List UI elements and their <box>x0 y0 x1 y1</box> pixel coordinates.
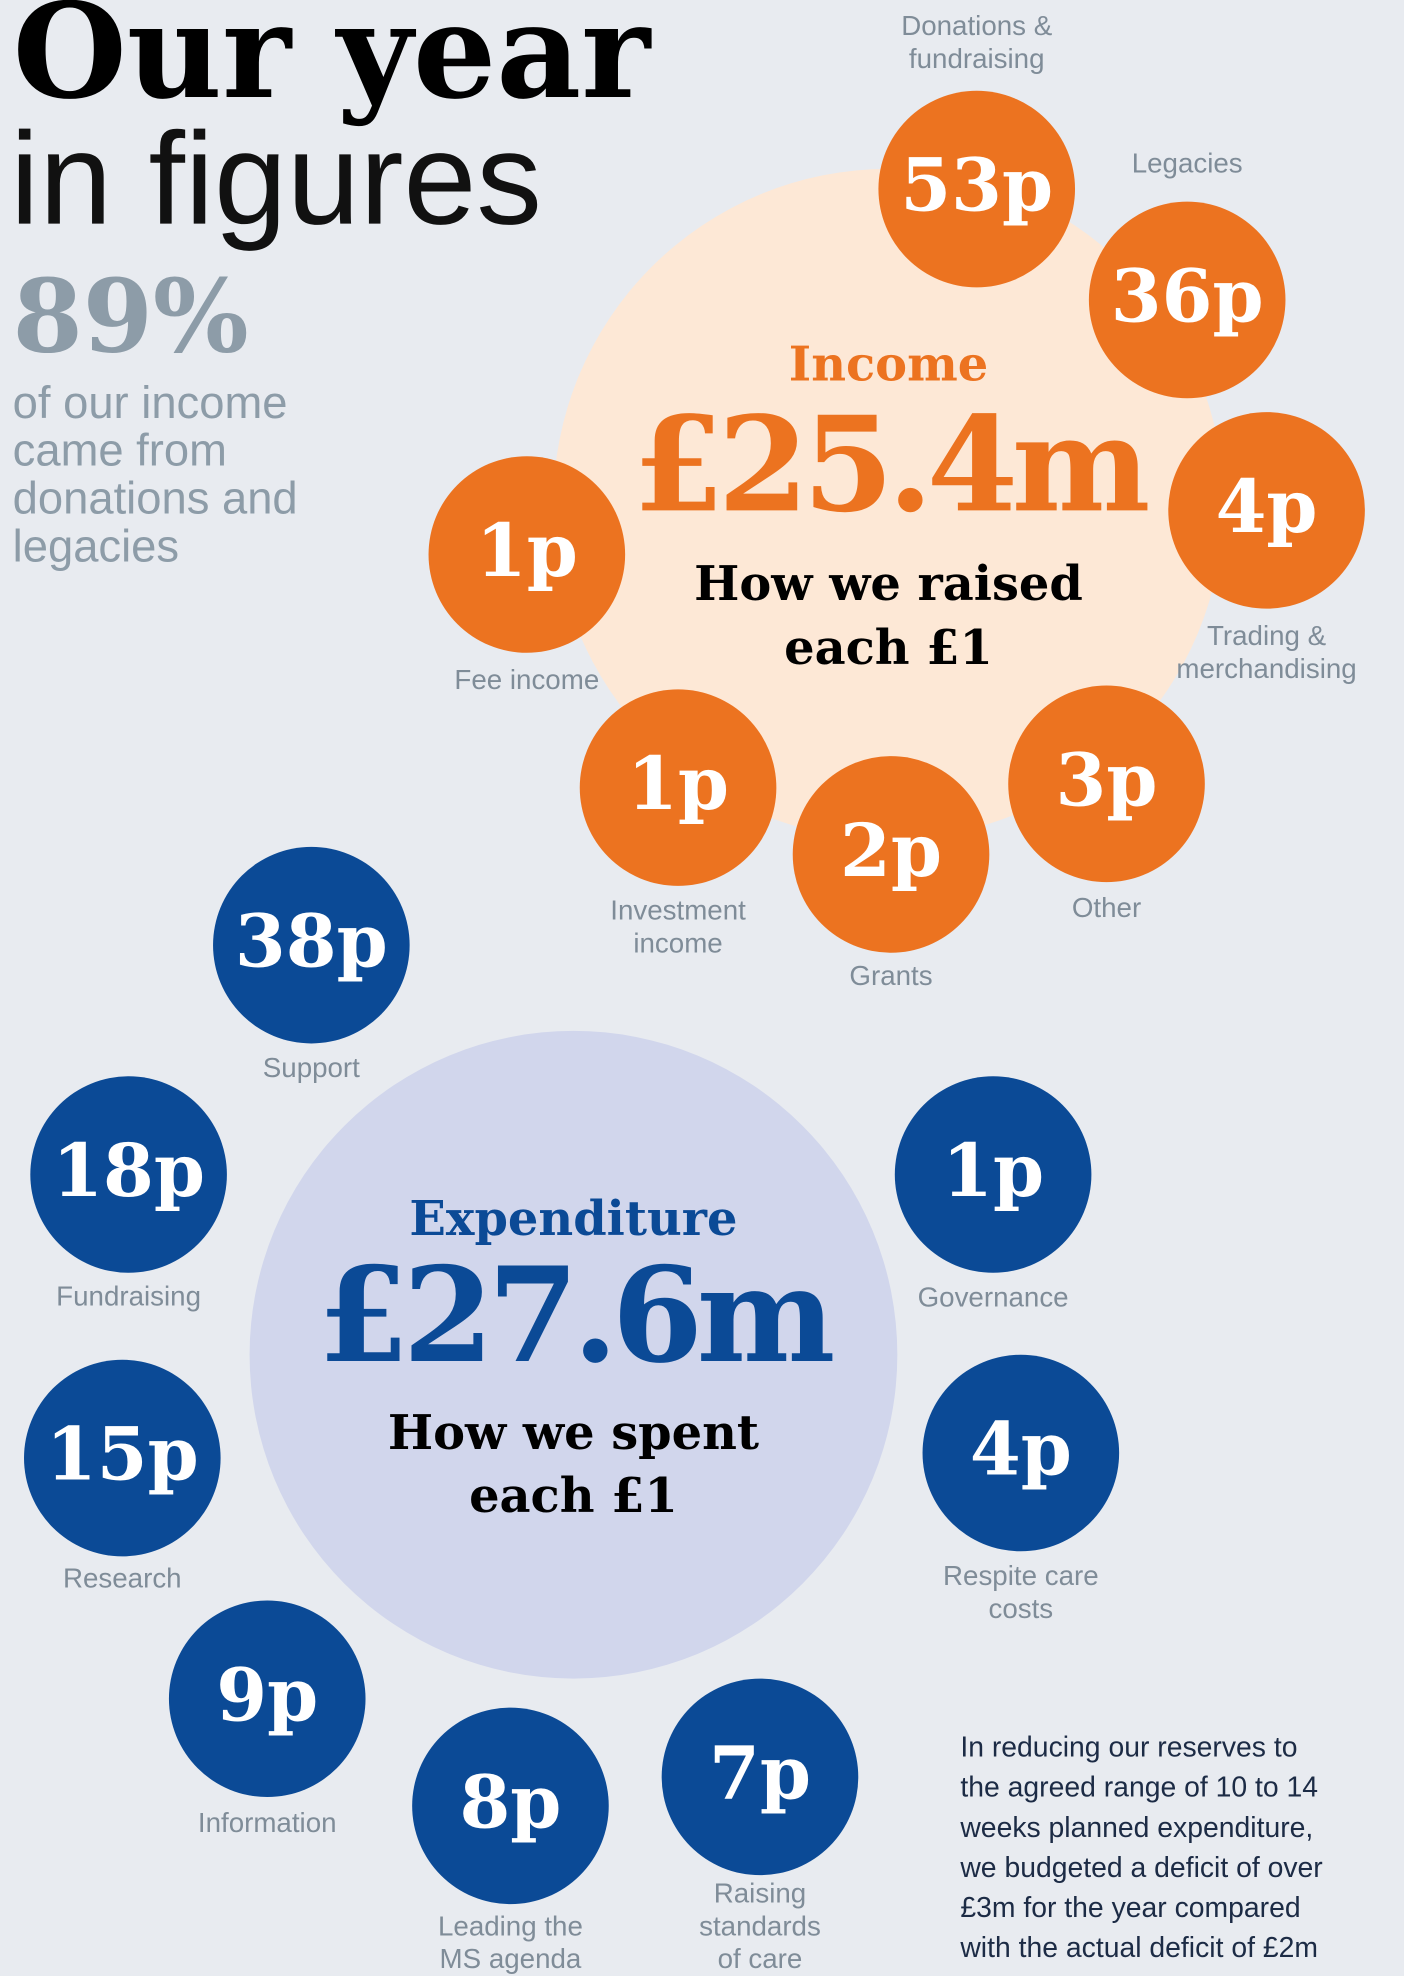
bubble-value: 18p <box>52 1128 205 1214</box>
bubble-label: Raising <box>714 1878 806 1909</box>
note-text: the agreed range of 10 to 14 <box>960 1772 1318 1804</box>
income-caption: each £1 <box>784 620 993 676</box>
subtitle: in figures <box>10 105 542 252</box>
value-bubble <box>1008 685 1205 883</box>
title: Our year <box>13 0 653 128</box>
income-caption: How we raised <box>694 556 1083 612</box>
bubble-value: 2p <box>840 808 942 894</box>
bubble-value: 1p <box>942 1128 1044 1214</box>
value-bubble <box>894 1076 1092 1273</box>
expenditure-circle <box>249 1030 898 1679</box>
bubble-label: Research <box>63 1563 182 1594</box>
bubble-label: Information <box>198 1807 337 1838</box>
bubble-label: Governance <box>918 1282 1069 1313</box>
bubble-label: Legacies <box>1132 147 1243 178</box>
value-bubble <box>878 90 1076 288</box>
bubble-label: costs <box>988 1593 1053 1624</box>
value-bubble <box>922 1354 1120 1552</box>
value-bubble <box>428 456 626 653</box>
bubble-value: 53p <box>900 143 1053 229</box>
bubble-label: Support <box>263 1052 360 1083</box>
income-total: £25.4m <box>633 387 1148 541</box>
bubble-value: 15p <box>46 1412 199 1498</box>
value-bubble <box>168 1600 366 1798</box>
income-circle <box>553 168 1224 840</box>
bubble-value: 38p <box>235 899 388 985</box>
bubble-label: Grants <box>849 960 932 991</box>
value-bubble <box>24 1359 221 1557</box>
bubble-value: 4p <box>1216 464 1318 550</box>
bubble-label: fundraising <box>909 43 1045 74</box>
bubble-label: merchandising <box>1176 653 1356 684</box>
bubble-value: 8p <box>459 1759 561 1845</box>
bubble-value: 36p <box>1111 253 1264 339</box>
bubble-label: standards <box>699 1910 821 1941</box>
income-label: Income <box>789 336 988 392</box>
expenditure-label: Expenditure <box>409 1191 737 1247</box>
value-bubble <box>1168 412 1365 609</box>
value-bubble <box>1088 201 1286 399</box>
bubble-label: Fee income <box>454 664 599 695</box>
bubble-value: 1p <box>627 741 729 827</box>
note-text: with the actual deficit of £2m <box>959 1932 1318 1964</box>
highlight-text: donations and <box>13 473 298 524</box>
bubble-label: Other <box>1072 892 1141 923</box>
bubble-label: Fundraising <box>56 1280 201 1311</box>
bubble-label: Donations & <box>901 10 1053 41</box>
highlight-text: came from <box>13 425 227 476</box>
value-bubble <box>30 1076 227 1273</box>
bubble-label: Respite care <box>943 1560 1099 1591</box>
bubble-value: 4p <box>970 1407 1072 1493</box>
highlight-value: 89% <box>13 257 249 376</box>
note-text: we budgeted a deficit of over <box>959 1852 1322 1884</box>
highlight-text: of our income <box>13 377 288 428</box>
bubble-label: Investment <box>610 895 746 926</box>
value-bubble <box>412 1707 609 1905</box>
expenditure-caption: each £1 <box>469 1468 678 1524</box>
bubble-label: Leading the <box>438 1910 583 1941</box>
bubble-value: 9p <box>216 1652 318 1738</box>
value-bubble <box>579 689 777 886</box>
bubble-value: 3p <box>1056 737 1158 823</box>
value-bubble <box>213 846 410 1044</box>
bubble-label: MS agenda <box>440 1943 582 1974</box>
bubble-label: income <box>633 927 722 958</box>
note-text: £3m for the year compared <box>960 1892 1300 1924</box>
bubble-value: 1p <box>476 508 578 594</box>
highlight-text: legacies <box>13 520 179 571</box>
value-bubble <box>792 756 990 953</box>
expenditure-total: £27.6m <box>318 1238 833 1392</box>
expenditure-caption: How we spent <box>388 1405 759 1461</box>
bubble-value: 7p <box>709 1730 811 1816</box>
note-text: In reducing our reserves to <box>960 1732 1297 1764</box>
value-bubble <box>661 1678 859 1876</box>
bubble-label: Trading & <box>1207 620 1327 651</box>
note-text: weeks planned expenditure, <box>959 1812 1313 1844</box>
bubble-label: of care <box>718 1943 803 1974</box>
